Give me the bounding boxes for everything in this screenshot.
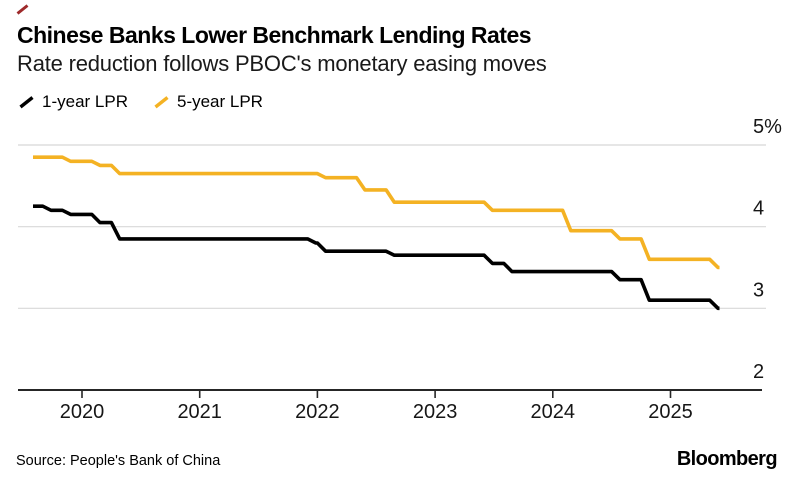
x-axis-label: 2022 (295, 401, 340, 423)
legend-item-5-year-lpr: 5-year LPR (154, 92, 263, 112)
y-axis-label: 3 (753, 279, 764, 301)
y-axis-label: 5% (753, 116, 782, 138)
x-axis-label: 2024 (531, 401, 576, 423)
yellow-line-swatch-icon (154, 95, 169, 108)
x-axis-label: 2023 (413, 401, 458, 423)
chart-subtitle: Rate reduction follows PBOC's monetary e… (17, 51, 547, 76)
chart-title: Chinese Banks Lower Benchmark Lending Ra… (17, 22, 532, 48)
legend-label: 5-year LPR (176, 92, 263, 111)
series-line-1-year-lpr (33, 204, 720, 311)
chart-legend: 1-year LPR 5-year LPR (19, 92, 263, 112)
black-line-swatch-icon (19, 95, 34, 108)
x-axis-label: 2020 (60, 401, 105, 423)
legend-item-1-year-lpr: 1-year LPR (19, 92, 128, 112)
series-line-5-year-lpr (33, 155, 720, 270)
source-credit: Source: People's Bank of China (16, 453, 221, 469)
y-axis-label: 4 (753, 198, 764, 220)
y-axis-label: 2 (753, 361, 764, 383)
legend-label: 1-year LPR (42, 92, 128, 111)
bloomberg-logo: Bloomberg (676, 448, 778, 470)
x-axis-label: 2025 (648, 401, 693, 423)
red-accent-mark-icon (16, 4, 29, 15)
x-axis-label: 2021 (177, 401, 222, 423)
